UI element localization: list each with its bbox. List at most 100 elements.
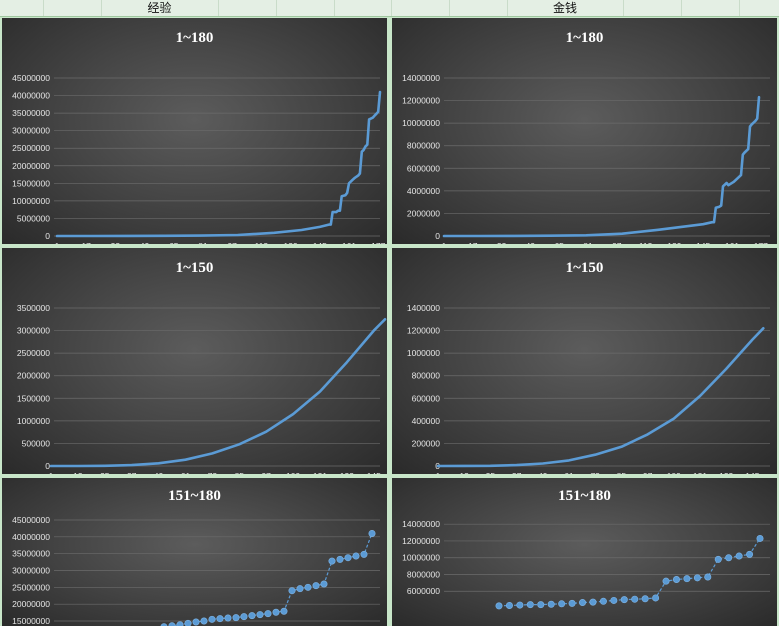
x-tick-label: 65: [169, 241, 179, 244]
x-tick-label: 121: [693, 471, 707, 474]
y-tick-label: 14000000: [402, 73, 440, 83]
data-point: [516, 601, 524, 609]
x-tick-label: 161: [725, 241, 739, 244]
chart-experience-1-150[interactable]: 1~150 0 500000 1000000 1500000 2000000 2500000…: [2, 248, 387, 474]
x-tick-label: 33: [111, 241, 121, 244]
series-line: [436, 327, 765, 468]
data-point: [168, 622, 176, 626]
x-tick-label: 33: [497, 241, 507, 244]
data-point: [200, 617, 208, 625]
cell-divider: [449, 0, 450, 16]
y-tick-label: 35000000: [12, 108, 50, 118]
data-point: [662, 577, 670, 585]
data-point: [328, 557, 336, 565]
y-tick-label: 600000: [412, 393, 441, 403]
header-gold-cell[interactable]: 金钱: [552, 1, 577, 15]
chart-svg: 1~15002000004000006000008000001000000120…: [407, 260, 770, 474]
x-tick-label: 129: [284, 241, 298, 244]
x-tick-label: 61: [181, 471, 191, 474]
x-tick-label: 97: [612, 241, 622, 244]
data-point: [312, 582, 320, 590]
x-tick-label: 177: [754, 241, 768, 244]
header-experience-cell[interactable]: 经验: [147, 1, 172, 15]
y-tick-label: 35000000: [12, 549, 50, 559]
data-point: [360, 550, 368, 558]
y-tick-label: 14000000: [402, 519, 440, 529]
y-tick-label: 2500000: [17, 348, 50, 358]
data-point: [714, 555, 722, 563]
x-tick-label: 13: [73, 471, 83, 474]
chart-title: 151~180: [558, 488, 611, 504]
y-tick-label: 12000000: [402, 96, 440, 106]
data-point: [579, 599, 587, 607]
y-tick-label: 1200000: [407, 326, 440, 336]
y-tick-label: 20000000: [12, 161, 50, 171]
cell-divider: [43, 0, 44, 16]
chart-experience-151-180[interactable]: 151~180 15000000 20000000 25000000 30000000 3…: [2, 478, 387, 626]
data-point: [505, 601, 513, 609]
cell-divider: [623, 0, 624, 16]
x-tick-label: 13: [459, 471, 469, 474]
y-tick-label: 15000000: [12, 616, 50, 626]
x-tick-label: 73: [208, 471, 218, 474]
x-tick-label: 37: [512, 471, 522, 474]
chart-gold-1-150[interactable]: 1~150 0 200000 400000 600000 800000 1000000 120…: [392, 248, 777, 474]
y-tick-label: 20000000: [12, 599, 50, 609]
y-tick-label: 10000000: [402, 553, 440, 563]
cell-divider: [739, 0, 740, 16]
data-point: [208, 615, 216, 623]
y-tick-label: 4000000: [407, 186, 440, 196]
y-tick-label: 2000000: [407, 208, 440, 218]
x-tick-label: 129: [667, 241, 681, 244]
data-point: [672, 576, 680, 584]
data-point: [495, 602, 503, 610]
cell-divider: [681, 0, 682, 16]
data-point: [336, 555, 344, 563]
y-tick-label: 5000000: [17, 213, 50, 223]
data-point: [240, 613, 248, 621]
y-tick-label: 500000: [22, 438, 51, 448]
x-tick-label: 1: [49, 471, 54, 474]
x-tick-label: 65: [554, 241, 564, 244]
data-point: [304, 583, 312, 591]
data-point: [704, 573, 712, 581]
y-tick-label: 40000000: [12, 91, 50, 101]
y-tick-label: 6000000: [407, 163, 440, 173]
data-point: [232, 614, 240, 622]
chart-svg: 1~150 0 500000 1000000 1500000 2000000 2500000…: [17, 260, 387, 474]
y-tick-label: 0: [435, 231, 440, 241]
x-tick-label: 133: [719, 471, 733, 474]
x-tick-label: 161: [342, 241, 356, 244]
y-tick-label: 200000: [412, 438, 441, 448]
data-point: [256, 611, 264, 619]
x-tick-label: 177: [371, 241, 385, 244]
y-tick-label: 400000: [412, 416, 441, 426]
y-tick-label: 10000000: [12, 196, 50, 206]
series-line: [442, 95, 761, 238]
x-tick-label: 145: [367, 471, 381, 474]
chart-gold-1-180[interactable]: 1~180 0 2000000 4000000 6000000 8000000 100000…: [392, 18, 777, 244]
x-tick-label: 1: [436, 471, 441, 474]
x-tick-label: 1: [442, 241, 447, 244]
y-tick-label: 8000000: [407, 569, 440, 579]
chart-experience-1-180[interactable]: 1~180 0 5000000 10000000 15000000 20000000 250…: [2, 18, 387, 244]
x-tick-label: 85: [617, 471, 627, 474]
x-tick-label: 49: [154, 471, 164, 474]
x-tick-label: 113: [639, 241, 653, 244]
data-point: [216, 615, 224, 623]
y-tick-label: 3000000: [17, 326, 50, 336]
data-point: [192, 618, 200, 626]
data-point: [631, 595, 639, 603]
data-point: [641, 595, 649, 603]
x-tick-label: 37: [127, 471, 137, 474]
y-tick-label: 1000000: [17, 416, 50, 426]
x-tick-label: 25: [100, 471, 110, 474]
chart-gold-151-180[interactable]: 151~180 6000000 8000000 10000000 12000000 140…: [392, 478, 777, 626]
data-point: [746, 550, 754, 558]
chart-title: 1~180: [566, 30, 604, 46]
data-point: [320, 580, 328, 588]
cell-divider: [276, 0, 277, 16]
x-tick-label: 17: [468, 241, 478, 244]
chart-svg: 1~180 0 2000000 4000000 6000000 8000000 100000…: [402, 30, 770, 244]
x-tick-label: 97: [643, 471, 653, 474]
